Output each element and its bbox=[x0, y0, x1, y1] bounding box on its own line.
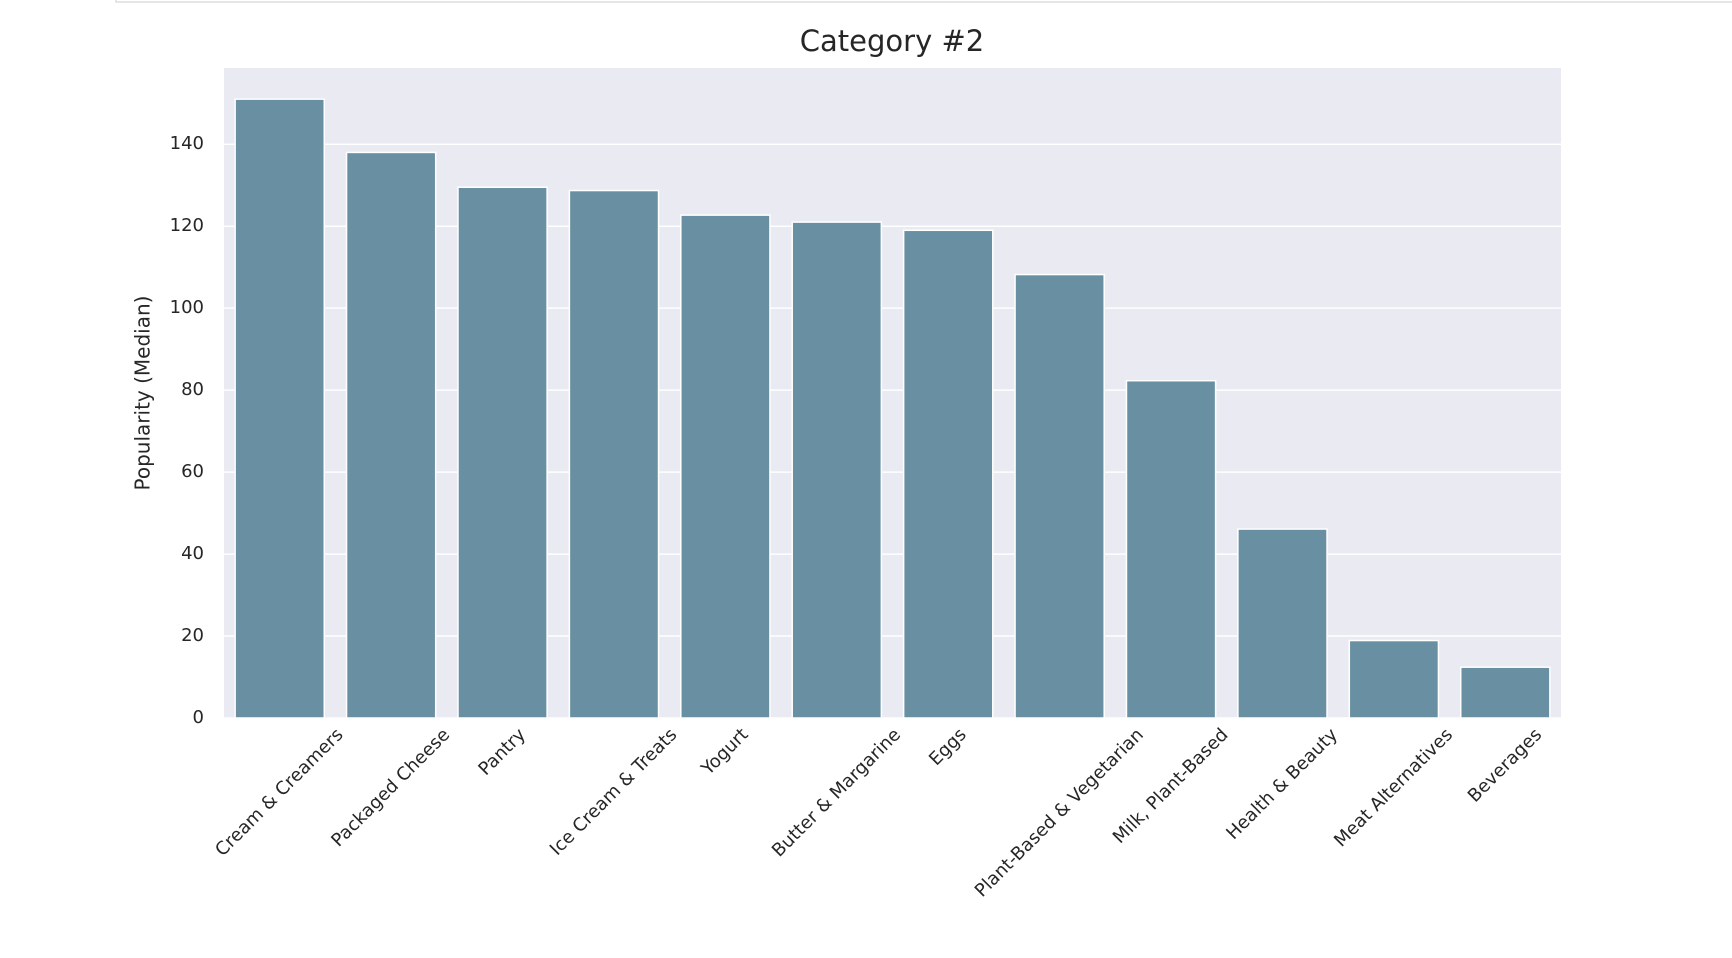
x-tick-label: Meat Alternatives bbox=[1330, 724, 1457, 851]
x-tick-label: Butter & Margarine bbox=[768, 724, 905, 861]
y-tick-label: 140 bbox=[170, 133, 204, 154]
x-tick-label: Beverages bbox=[1464, 724, 1546, 806]
y-tick-label: 0 bbox=[193, 707, 204, 728]
bar bbox=[902, 229, 994, 719]
y-axis-label: Popularity (Median) bbox=[131, 296, 155, 491]
y-tick-label: 20 bbox=[181, 625, 204, 646]
y-tick-label: 100 bbox=[170, 297, 204, 318]
x-tick-label: Ice Cream & Treats bbox=[546, 724, 681, 859]
x-tick-label: Packaged Cheese bbox=[327, 724, 454, 851]
x-tick-label: Pantry bbox=[474, 724, 530, 780]
bar bbox=[1125, 379, 1217, 719]
bar bbox=[234, 98, 326, 719]
bar bbox=[568, 189, 660, 719]
bar bbox=[791, 221, 883, 719]
y-tick-label: 60 bbox=[181, 461, 204, 482]
bar bbox=[1348, 639, 1440, 719]
x-tick-label: Yogurt bbox=[697, 724, 753, 780]
bar bbox=[680, 214, 771, 719]
chart-title: Category #2 bbox=[800, 24, 984, 58]
bar bbox=[1459, 666, 1551, 719]
y-tick-label: 80 bbox=[181, 379, 204, 400]
bar bbox=[1014, 273, 1105, 719]
bar bbox=[345, 151, 437, 719]
x-tick-label: Plant-Based & Vegetarian bbox=[971, 724, 1148, 901]
x-tick-label: Eggs bbox=[925, 724, 971, 770]
plot-area bbox=[224, 68, 1561, 718]
x-tick-label: Health & Beauty bbox=[1222, 724, 1342, 844]
y-tick-label: 120 bbox=[170, 215, 204, 236]
bar bbox=[1237, 528, 1328, 719]
y-tick-label: 40 bbox=[181, 543, 204, 564]
cell-frame bbox=[115, 0, 1732, 3]
bar bbox=[457, 186, 548, 719]
x-tick-label: Cream & Creamers bbox=[211, 724, 347, 860]
